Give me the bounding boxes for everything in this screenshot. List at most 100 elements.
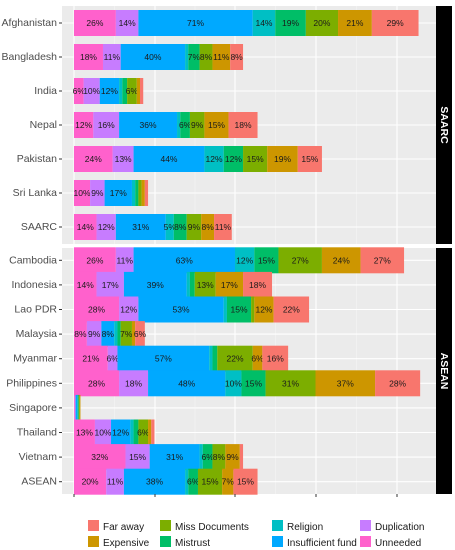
- bar-segment-expensive: [79, 394, 81, 421]
- bar-segment-far-away: [239, 444, 244, 471]
- bar-segment-expensive: [267, 146, 298, 172]
- data-label: 11%: [215, 222, 232, 232]
- category-label: Indonesia: [11, 279, 57, 291]
- bar-segment-mistrust: [188, 44, 200, 70]
- bar-segment-expensive: [315, 370, 376, 397]
- data-label: 26%: [86, 18, 103, 28]
- data-label: 6%: [106, 354, 119, 364]
- legend-key: [160, 536, 171, 547]
- data-label: 13%: [115, 154, 132, 164]
- bar-segment-unneeded: [74, 180, 91, 206]
- bar-segment-miss-documents: [78, 394, 80, 421]
- data-label: 15%: [129, 452, 146, 462]
- data-label: 22%: [226, 354, 243, 364]
- data-label: 14%: [255, 18, 272, 28]
- bar-segment-religion: [165, 214, 174, 240]
- data-label: 9%: [91, 188, 104, 198]
- legend-key: [160, 520, 171, 531]
- data-label: 11%: [104, 52, 121, 62]
- bar-segment-unneeded: [74, 44, 103, 70]
- bar-segment-mistrust: [189, 271, 195, 298]
- bar-segment-miss-documents: [194, 271, 216, 298]
- bar-segment-expensive: [201, 214, 215, 240]
- bar-segment-insufficient-fund: [133, 146, 205, 172]
- data-label: 15%: [208, 120, 225, 130]
- data-label: 27%: [374, 255, 391, 265]
- data-label: 40%: [144, 52, 161, 62]
- legend-item-expensive: Expensive: [88, 536, 149, 549]
- bar-segment-duplication: [107, 345, 118, 372]
- data-label: 12%: [98, 222, 115, 232]
- data-label: 15%: [258, 255, 275, 265]
- data-label: 48%: [178, 378, 195, 388]
- bar-segment-expensive: [204, 112, 229, 138]
- bar-segment-religion: [185, 44, 189, 70]
- legend-item-religion: Religion: [272, 520, 323, 533]
- data-label: 22%: [283, 305, 300, 315]
- bar-segment-duplication: [115, 247, 134, 274]
- bar-segment-mistrust: [241, 370, 266, 397]
- data-label: 14%: [77, 280, 94, 290]
- category-label: Myanmar: [13, 353, 57, 365]
- data-label: 19%: [274, 154, 291, 164]
- bar-segment-far-away: [360, 247, 405, 274]
- legend-key: [88, 520, 99, 531]
- bar-segment-far-away: [371, 10, 419, 36]
- data-label: 31%: [282, 378, 299, 388]
- bar-segment-insufficient-fund: [117, 345, 210, 372]
- bar-segment-far-away: [273, 296, 310, 323]
- bar-segment-unneeded: [74, 78, 84, 104]
- bar-segment-mistrust: [223, 146, 244, 172]
- data-label: 6%: [201, 452, 214, 462]
- bar-segment-insufficient-fund: [138, 10, 253, 36]
- data-label: 18%: [249, 280, 266, 290]
- data-label: 11%: [213, 52, 230, 62]
- data-label: 12%: [112, 428, 129, 438]
- legend-key: [272, 520, 283, 531]
- data-label: 9%: [191, 120, 204, 130]
- legend-label: Insufficient fund: [287, 538, 357, 549]
- data-label: 21%: [82, 354, 99, 364]
- legend-label: Miss Documents: [175, 522, 249, 533]
- facet-strip-label: SAARC: [438, 106, 450, 144]
- category-label: SAARC: [21, 221, 58, 233]
- data-label: 12%: [225, 154, 242, 164]
- bar-segment-miss-documents: [251, 296, 255, 323]
- bar-segment-insufficient-fund: [148, 370, 226, 397]
- bar-segment-duplication: [93, 112, 120, 138]
- bar-segment-far-away: [151, 419, 155, 446]
- data-label: 38%: [146, 477, 163, 487]
- data-label: 9%: [188, 222, 201, 232]
- bar-segment-miss-documents: [243, 146, 268, 172]
- bar-segment-duplication: [119, 370, 149, 397]
- bar-segment-insufficient-fund: [101, 321, 115, 348]
- legend-key: [88, 536, 99, 547]
- category-label: Afghanistan: [2, 17, 58, 29]
- data-label: 37%: [337, 378, 354, 388]
- bar-segment-religion: [199, 444, 203, 471]
- data-label: 15%: [301, 154, 318, 164]
- legend-label: Unneeded: [375, 538, 422, 549]
- data-label: 6%: [126, 86, 139, 96]
- bar-segment-religion: [130, 419, 134, 446]
- data-label: 12%: [75, 120, 92, 130]
- bar-segment-miss-documents: [138, 180, 142, 206]
- bar-segment-unneeded: [74, 444, 126, 471]
- data-label: 14%: [77, 222, 94, 232]
- data-label: 18%: [80, 52, 97, 62]
- data-label: 26%: [86, 255, 103, 265]
- category-label: Pakistan: [17, 153, 57, 165]
- bar-segment-religion: [185, 468, 189, 495]
- legend-item-miss-documents: Miss Documents: [160, 520, 249, 533]
- data-label: 8%: [201, 222, 214, 232]
- data-label: 5%: [164, 222, 177, 232]
- facet-strip: [436, 6, 452, 244]
- bar-segment-miss-documents: [127, 78, 137, 104]
- data-label: 8%: [174, 222, 187, 232]
- facet-strip-label: ASEAN: [438, 353, 450, 390]
- data-label: 9%: [226, 452, 239, 462]
- bar-segment-duplication: [90, 180, 105, 206]
- data-label: 12%: [206, 154, 223, 164]
- bar-segment-unneeded: [74, 271, 97, 298]
- bar-segment-mistrust: [180, 112, 190, 138]
